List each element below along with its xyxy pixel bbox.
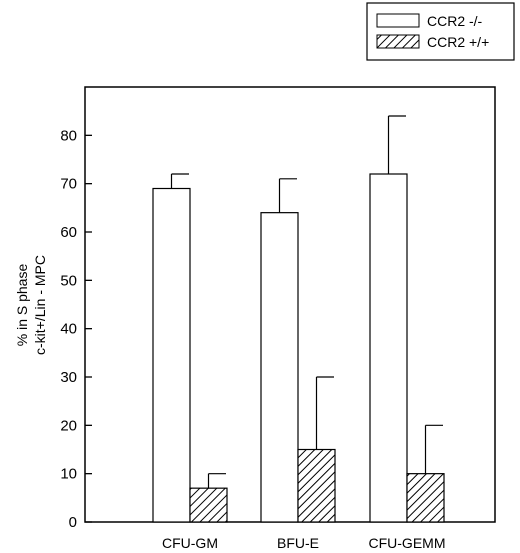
bars-group	[152, 173, 445, 523]
x-category-label: CFU-GM	[162, 535, 218, 551]
bar-ccr2-ko-2	[369, 173, 408, 523]
legend-label-0: CCR2 -/-	[427, 13, 483, 29]
y-axis-title-2: c-kit+/Lin - MPC	[32, 255, 48, 355]
y-tick-label: 60	[60, 224, 77, 241]
legend: CCR2 -/- CCR2 +/+	[366, 2, 515, 61]
y-tick-label: 20	[60, 417, 77, 434]
legend-label-1: CCR2 +/+	[427, 34, 489, 50]
y-tick-label: 80	[60, 127, 77, 144]
bar-ccr2-wt-1	[297, 448, 336, 523]
legend-box	[366, 2, 515, 61]
bar-ccr2-ko-0	[152, 187, 191, 523]
legend-swatch-hatched	[376, 34, 420, 49]
y-axis-title-line-2: c-kit+/Lin - MPC	[32, 255, 48, 355]
y-axis: 0 10 20 30 40 50 60 70 80	[60, 127, 92, 531]
y-tick-label: 50	[60, 272, 77, 289]
y-axis-title-line-1: % in S phase	[14, 264, 30, 347]
x-category-label: BFU-E	[277, 535, 319, 551]
bar-ccr2-wt-0	[189, 487, 228, 523]
y-tick-label: 70	[60, 176, 77, 193]
x-category-label: CFU-GEMM	[369, 535, 446, 551]
error-bars-group	[170, 115, 443, 489]
y-tick-label: 40	[60, 321, 77, 338]
y-axis-title: % in S phase	[14, 264, 30, 347]
y-tick-label: 10	[60, 466, 77, 483]
y-tick-label: 30	[60, 369, 77, 386]
x-axis-labels: CFU-GM BFU-E CFU-GEMM	[162, 535, 446, 551]
bar-ccr2-ko-1	[260, 212, 299, 523]
bar-ccr2-wt-2	[406, 473, 445, 523]
legend-swatch-open	[376, 13, 420, 28]
y-tick-label: 0	[69, 514, 77, 531]
